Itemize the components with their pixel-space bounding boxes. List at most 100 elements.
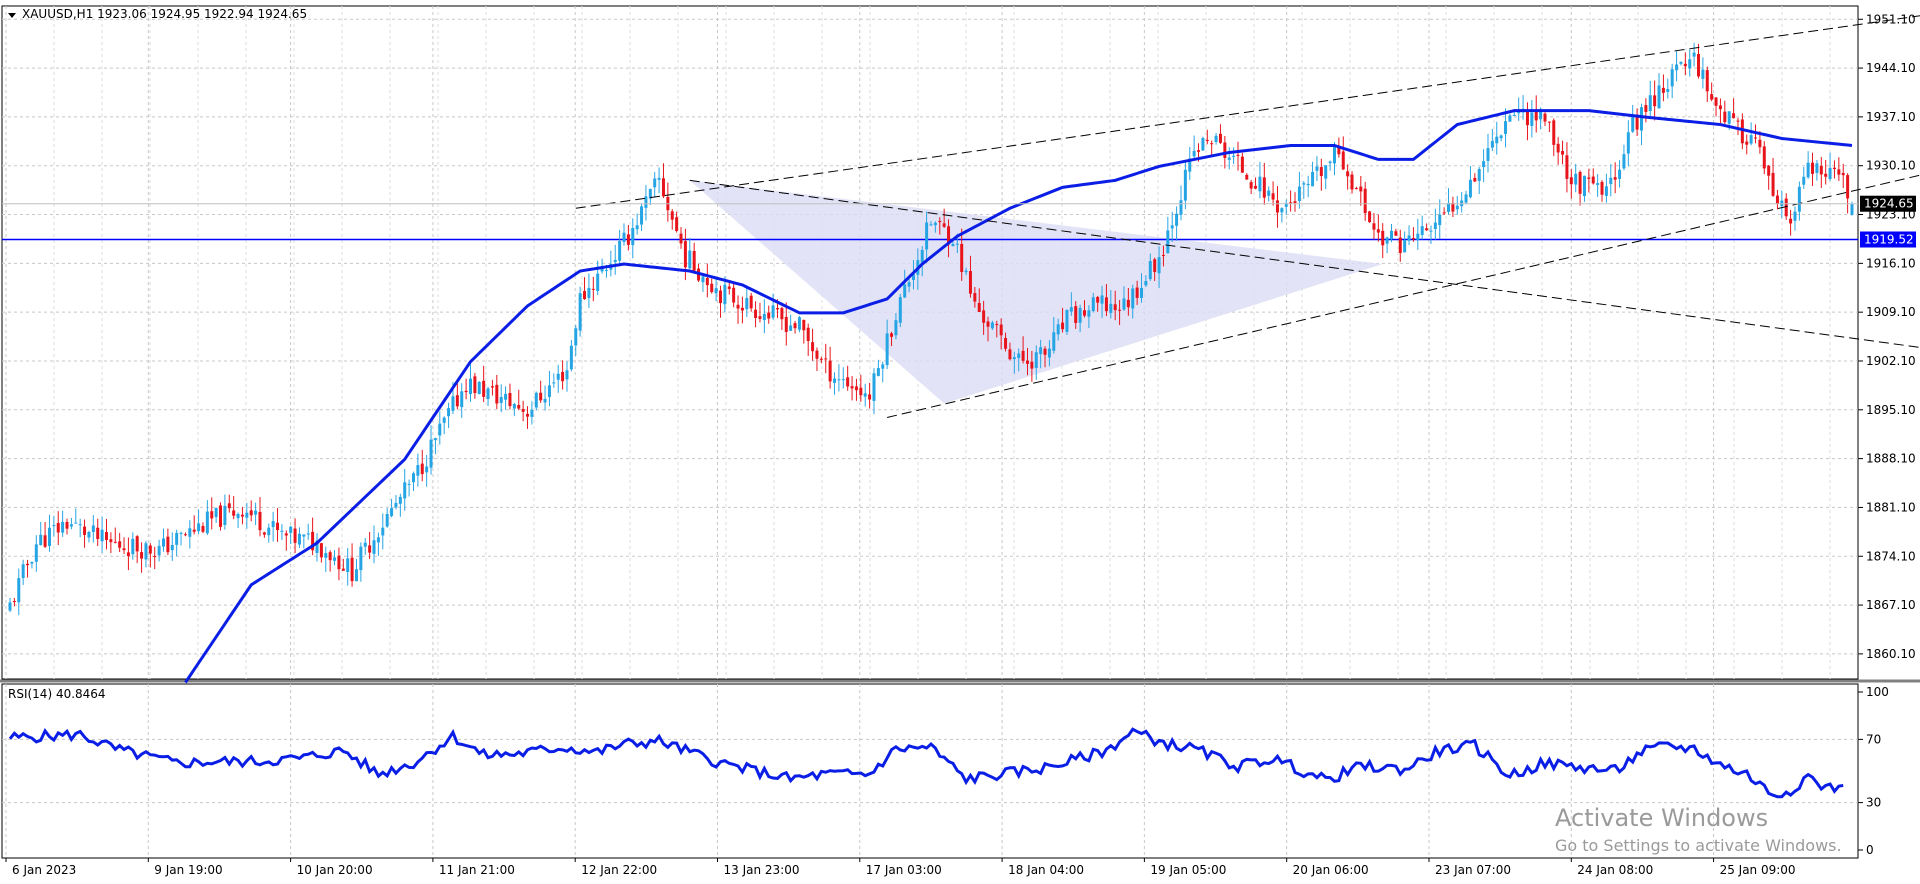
bear-candle-body [1846, 175, 1850, 199]
bull-candle-body [911, 274, 915, 280]
bear-candle-body [583, 291, 587, 300]
bear-candle-body [1767, 165, 1771, 176]
bear-candle-body [350, 557, 354, 582]
bear-candle-body [1587, 177, 1591, 179]
bear-candle-body [1425, 228, 1429, 231]
bull-candle-body [52, 525, 56, 527]
bull-candle-body [644, 196, 648, 208]
time-tick-label: 9 Jan 19:00 [154, 863, 222, 877]
bull-candle-body [1328, 161, 1332, 164]
bull-candle-body [648, 188, 652, 199]
bull-candle-body [1679, 61, 1683, 64]
time-tick-label: 19 Jan 05:00 [1150, 863, 1226, 877]
bull-candle-body [460, 391, 464, 408]
bear-candle-body [767, 312, 771, 319]
bull-candle-body [346, 558, 350, 573]
bear-candle-body [262, 532, 266, 535]
bear-candle-body [328, 552, 332, 561]
bull-candle-body [1302, 183, 1306, 185]
bear-candle-body [12, 600, 16, 602]
bull-candle-body [438, 423, 442, 436]
bull-candle-body [372, 540, 376, 554]
bull-candle-body [1596, 183, 1600, 185]
bear-candle-body [126, 552, 130, 557]
bull-candle-body [425, 466, 429, 473]
bull-candle-body [552, 382, 556, 384]
bull-candle-body [223, 505, 227, 525]
bear-candle-body [148, 545, 152, 554]
bear-candle-body [675, 217, 679, 231]
bear-candle-body [508, 392, 512, 407]
bear-candle-body [626, 234, 630, 245]
bull-candle-body [1512, 114, 1516, 116]
bull-candle-body [833, 378, 837, 383]
bull-candle-body [587, 287, 591, 299]
bear-candle-body [727, 286, 731, 289]
rsi-tick-label: 30 [1866, 796, 1881, 810]
bear-candle-body [1552, 120, 1556, 145]
bear-candle-body [1254, 185, 1258, 189]
price-tick-label: 1937.10 [1866, 110, 1916, 124]
time-tick-label: 17 Jan 03:00 [866, 863, 942, 877]
bull-candle-body [1403, 240, 1407, 253]
bull-candle-body [188, 528, 192, 537]
bear-candle-body [1837, 169, 1841, 175]
bull-candle-body [1530, 112, 1534, 126]
bull-candle-body [398, 496, 402, 504]
bull-candle-body [1183, 169, 1187, 201]
bull-candle-body [1631, 114, 1635, 132]
bull-candle-body [1227, 157, 1231, 160]
bull-candle-body [1140, 287, 1144, 298]
bear-candle-body [977, 302, 981, 312]
bull-candle-body [1039, 347, 1043, 355]
bear-candle-body [1113, 304, 1117, 311]
chart-symbol-header: XAUUSD,H1 1923.06 1924.95 1922.94 1924.6… [22, 7, 307, 21]
bear-candle-body [854, 386, 858, 391]
bear-candle-body [1736, 120, 1740, 122]
bear-candle-body [122, 548, 126, 551]
bear-candle-body [183, 534, 187, 536]
bull-candle-body [618, 240, 622, 261]
bear-candle-body [1205, 139, 1209, 142]
bear-candle-body [1218, 133, 1222, 143]
bull-candle-body [885, 333, 889, 366]
bear-candle-body [1745, 141, 1749, 145]
bear-candle-body [1043, 348, 1047, 355]
bull-candle-body [990, 322, 994, 329]
time-tick-label: 18 Jan 04:00 [1008, 863, 1084, 877]
bull-candle-body [1280, 208, 1284, 213]
bull-candle-body [714, 288, 718, 294]
bull-candle-body [1429, 230, 1433, 232]
current-price-tag [1860, 195, 1916, 212]
bear-candle-body [539, 392, 543, 401]
bear-candle-body [1004, 337, 1008, 349]
bull-candle-body [499, 397, 503, 403]
bull-candle-body [631, 228, 635, 246]
bull-candle-body [39, 534, 43, 546]
bear-candle-body [1061, 322, 1065, 330]
bull-candle-body [61, 521, 65, 533]
bear-candle-body [109, 539, 113, 543]
bull-candle-body [907, 282, 911, 287]
bear-candle-body [784, 316, 788, 332]
bull-candle-body [1639, 107, 1643, 131]
bull-candle-body [1284, 202, 1288, 207]
bear-candle-body [482, 380, 486, 397]
time-tick-label: 11 Jan 21:00 [439, 863, 515, 877]
bull-candle-body [381, 527, 385, 536]
bull-candle-body [512, 403, 516, 409]
bear-candle-body [982, 310, 986, 323]
bull-candle-body [267, 527, 271, 536]
bear-candle-body [1740, 119, 1744, 144]
bull-candle-body [863, 393, 867, 397]
bull-candle-body [640, 206, 644, 225]
bull-candle-body [91, 525, 95, 533]
bull-candle-body [1490, 140, 1494, 148]
bull-candle-body [447, 408, 451, 417]
bull-candle-body [1670, 69, 1674, 87]
bear-candle-body [337, 555, 341, 570]
bear-candle-body [824, 358, 828, 360]
price-tick-label: 1909.10 [1866, 305, 1916, 319]
bear-candle-body [591, 288, 595, 290]
bull-candle-body [841, 379, 845, 381]
